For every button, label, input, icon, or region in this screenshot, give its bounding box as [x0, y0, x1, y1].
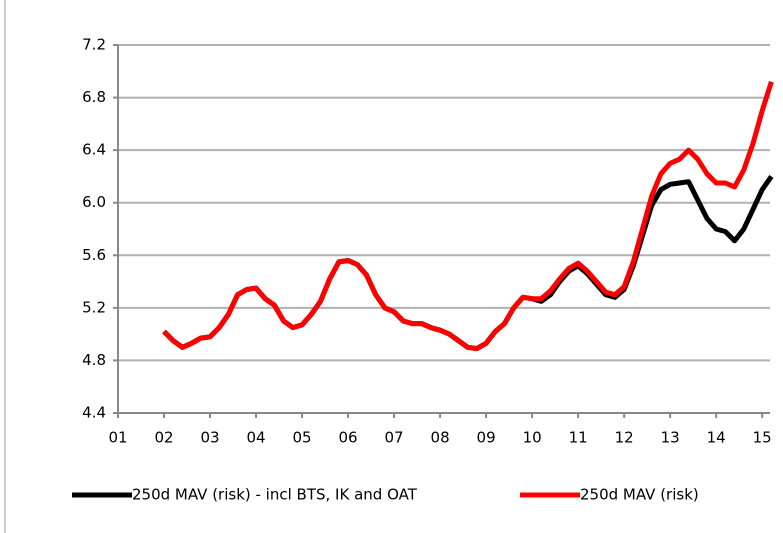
legend-label: 250d MAV (risk) - incl BTS, IK and OAT: [132, 486, 418, 504]
legend-label: 250d MAV (risk): [580, 486, 699, 504]
x-tick-label: 08: [431, 429, 450, 447]
x-tick-label: 15: [753, 429, 772, 447]
x-tick-label: 05: [293, 429, 312, 447]
x-tick-label: 13: [661, 429, 680, 447]
x-tick-label: 07: [385, 429, 404, 447]
x-tick-label: 02: [154, 429, 173, 447]
x-tick-label: 06: [339, 429, 358, 447]
series-line: [162, 81, 774, 352]
x-tick-label: 10: [523, 429, 542, 447]
x-tick-label: 01: [108, 429, 127, 447]
x-tick-label: 04: [246, 429, 265, 447]
y-tick-label: 4.4: [82, 404, 106, 422]
x-tick-label: 12: [615, 429, 634, 447]
x-tick-label: 09: [477, 429, 496, 447]
x-tick-label: 14: [707, 429, 726, 447]
y-tick-label: 5.6: [82, 246, 106, 264]
y-tick-label: 5.2: [82, 298, 106, 316]
y-tick-label: 6.0: [82, 193, 106, 211]
y-tick-label: 7.2: [82, 36, 106, 54]
y-tick-label: 4.8: [82, 351, 106, 369]
y-tick-label: 6.8: [82, 88, 106, 106]
x-tick-label: 11: [569, 429, 588, 447]
x-tick-label: 03: [200, 429, 219, 447]
y-tick-label: 6.4: [82, 141, 106, 159]
